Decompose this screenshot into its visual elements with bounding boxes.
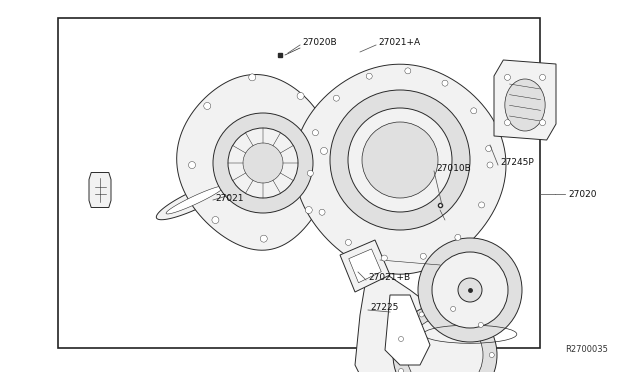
Circle shape bbox=[471, 108, 477, 114]
Text: 27020: 27020 bbox=[568, 189, 596, 199]
Circle shape bbox=[243, 143, 283, 183]
Text: 27225: 27225 bbox=[370, 304, 398, 312]
Circle shape bbox=[540, 120, 545, 126]
Polygon shape bbox=[355, 255, 490, 372]
Polygon shape bbox=[166, 186, 224, 214]
Circle shape bbox=[432, 252, 508, 328]
Circle shape bbox=[504, 120, 511, 126]
Text: 27010B: 27010B bbox=[436, 164, 471, 173]
Circle shape bbox=[297, 93, 304, 99]
Polygon shape bbox=[89, 173, 111, 208]
Text: 27020B: 27020B bbox=[302, 38, 337, 46]
Circle shape bbox=[442, 80, 448, 86]
Circle shape bbox=[455, 234, 461, 240]
Circle shape bbox=[393, 303, 497, 372]
Ellipse shape bbox=[505, 79, 545, 131]
Circle shape bbox=[260, 235, 268, 242]
Circle shape bbox=[486, 145, 492, 152]
Text: 27245P: 27245P bbox=[500, 157, 534, 167]
Circle shape bbox=[419, 312, 424, 317]
Circle shape bbox=[228, 128, 298, 198]
Circle shape bbox=[330, 90, 470, 230]
Circle shape bbox=[333, 95, 339, 101]
Circle shape bbox=[319, 209, 325, 215]
Circle shape bbox=[420, 253, 426, 259]
Circle shape bbox=[346, 240, 351, 246]
Polygon shape bbox=[349, 249, 381, 283]
Circle shape bbox=[321, 147, 328, 154]
Polygon shape bbox=[385, 295, 430, 365]
Bar bbox=[58, 18, 540, 348]
Circle shape bbox=[407, 317, 483, 372]
Circle shape bbox=[249, 74, 256, 81]
Circle shape bbox=[490, 353, 494, 357]
Circle shape bbox=[504, 74, 511, 80]
Circle shape bbox=[348, 108, 452, 212]
Polygon shape bbox=[340, 240, 390, 292]
Text: 27021+B: 27021+B bbox=[368, 273, 410, 282]
Circle shape bbox=[212, 217, 219, 224]
Circle shape bbox=[399, 337, 404, 341]
Text: R2700035: R2700035 bbox=[565, 345, 608, 354]
Polygon shape bbox=[156, 180, 234, 220]
Circle shape bbox=[305, 206, 312, 214]
Circle shape bbox=[362, 122, 438, 198]
Circle shape bbox=[479, 202, 484, 208]
Circle shape bbox=[307, 170, 314, 176]
Circle shape bbox=[213, 113, 313, 213]
Circle shape bbox=[399, 369, 404, 372]
Circle shape bbox=[405, 68, 411, 74]
Circle shape bbox=[458, 278, 482, 302]
Polygon shape bbox=[294, 64, 506, 274]
Circle shape bbox=[451, 307, 456, 311]
Polygon shape bbox=[494, 60, 556, 140]
Circle shape bbox=[418, 238, 522, 342]
Circle shape bbox=[487, 162, 493, 168]
Circle shape bbox=[366, 73, 372, 79]
Text: 27021+A: 27021+A bbox=[378, 38, 420, 46]
Circle shape bbox=[381, 255, 387, 261]
Circle shape bbox=[204, 102, 211, 109]
Polygon shape bbox=[177, 74, 332, 250]
Circle shape bbox=[540, 74, 545, 80]
Circle shape bbox=[478, 323, 483, 327]
Text: 27021: 27021 bbox=[215, 193, 243, 202]
Circle shape bbox=[189, 161, 195, 169]
Circle shape bbox=[312, 130, 319, 136]
